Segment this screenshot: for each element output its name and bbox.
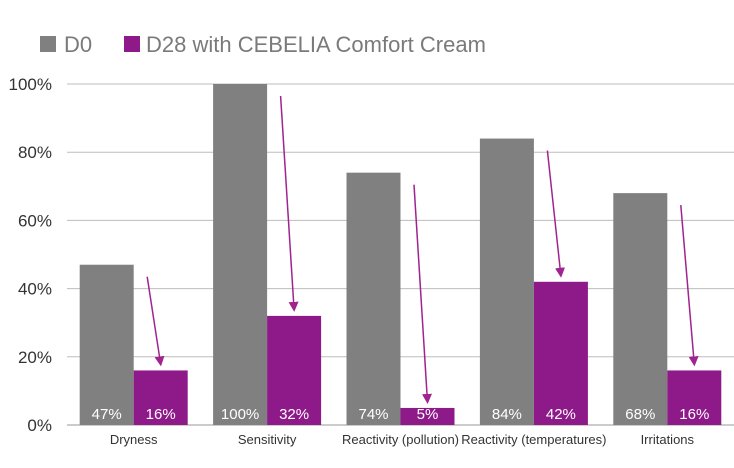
y-tick-label: 40% xyxy=(18,280,52,299)
bars xyxy=(79,84,722,425)
legend-label-d0: D0 xyxy=(64,32,92,57)
y-tick-label: 0% xyxy=(27,416,52,435)
data-label-d0: 74% xyxy=(358,406,388,423)
legend-label-d28: D28 with CEBELIA Comfort Cream xyxy=(146,32,486,57)
reduction-arrows xyxy=(146,95,699,404)
data-label-d0: 47% xyxy=(92,406,122,423)
bar-d0 xyxy=(79,264,134,425)
data-label-d0: 100% xyxy=(221,406,259,423)
x-category-label: Reactivity (temperatures) xyxy=(461,432,606,447)
bar-d0 xyxy=(613,193,668,425)
y-tick-label: 80% xyxy=(18,143,52,162)
data-labels: 47% 16% 100% 32% 74% 5% 84% 42% 68% 16% xyxy=(92,406,710,423)
y-tick-label: 100% xyxy=(9,75,52,94)
x-category-label: Reactivity (pollution) xyxy=(342,432,459,447)
bar-d0 xyxy=(213,84,268,425)
reduction-arrow xyxy=(279,95,299,312)
bar-d28 xyxy=(267,315,322,425)
x-category-label: Irritations xyxy=(641,432,695,447)
reduction-arrow xyxy=(413,184,432,404)
x-category-label: Sensitivity xyxy=(238,432,297,447)
x-category-label: Dryness xyxy=(110,432,158,447)
y-axis: 0% 20% 40% 60% 80% 100% xyxy=(9,75,52,435)
legend: D0 D28 with CEBELIA Comfort Cream xyxy=(40,32,486,57)
bar-d28 xyxy=(533,281,588,425)
data-label-d28: 5% xyxy=(417,406,439,423)
bar-d0 xyxy=(346,172,401,425)
reduction-arrow xyxy=(680,205,699,367)
legend-swatch-d28 xyxy=(124,36,140,52)
y-tick-label: 60% xyxy=(18,211,52,230)
reduction-arrow xyxy=(546,150,566,278)
x-axis: Dryness Sensitivity Reactivity (pollution)… xyxy=(110,432,695,447)
data-label-d28: 16% xyxy=(679,406,709,423)
data-label-d28: 32% xyxy=(279,406,309,423)
bar-d0 xyxy=(479,138,534,425)
data-label-d0: 84% xyxy=(492,406,522,423)
legend-swatch-d0 xyxy=(40,36,56,52)
data-label-d0: 68% xyxy=(625,406,655,423)
bar-d28 xyxy=(400,407,455,425)
data-label-d28: 16% xyxy=(146,406,176,423)
bar-d28 xyxy=(133,370,188,425)
bar-d28 xyxy=(667,370,722,425)
data-label-d28: 42% xyxy=(546,406,576,423)
reduction-arrow xyxy=(146,276,165,367)
y-tick-label: 20% xyxy=(18,348,52,367)
